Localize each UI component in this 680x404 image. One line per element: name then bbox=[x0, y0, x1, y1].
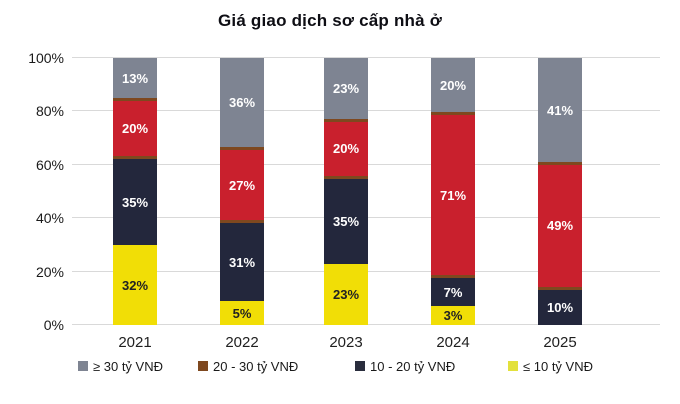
segment: 7% bbox=[431, 278, 475, 306]
y-tick-label: 20% bbox=[35, 263, 64, 280]
segment: 35% bbox=[324, 178, 368, 265]
y-tick-label: 80% bbox=[35, 103, 64, 120]
legend-label: ≥ 30 tỷ VNĐ bbox=[93, 358, 163, 374]
legend-marker-icon bbox=[78, 361, 88, 371]
segment-label: 13% bbox=[121, 70, 149, 86]
legend-marker-icon bbox=[198, 361, 208, 371]
segment-label: 41% bbox=[546, 102, 574, 118]
gridline bbox=[72, 57, 660, 58]
bar-2025: 10% 49% 41% bbox=[538, 58, 582, 325]
segment: 36% bbox=[220, 58, 264, 147]
segment-label: 36% bbox=[228, 95, 256, 110]
segment: 13% bbox=[113, 58, 157, 99]
x-axis-label: 2021 bbox=[118, 334, 152, 351]
y-tick-label: 100% bbox=[28, 50, 64, 66]
legend-item: 20 - 30 tỷ VNĐ bbox=[198, 358, 298, 374]
bar-2022: 5% 31% 27% 36% bbox=[220, 58, 264, 325]
segment-label: 23% bbox=[332, 287, 360, 303]
segment: 31% bbox=[220, 223, 264, 302]
segment-label: 23% bbox=[332, 80, 360, 96]
segment-label: 5% bbox=[232, 305, 252, 321]
segment: 41% bbox=[538, 58, 582, 163]
segment: 3% bbox=[431, 305, 475, 325]
segment: 20% bbox=[324, 118, 368, 179]
x-axis-label: 2025 bbox=[543, 334, 577, 351]
segment-label: 71% bbox=[439, 187, 467, 203]
segment-label: 20% bbox=[332, 141, 360, 157]
legend-marker-icon bbox=[355, 361, 365, 371]
segment: 20% bbox=[113, 98, 157, 159]
legend-label: 20 - 30 tỷ VNĐ bbox=[213, 358, 299, 374]
bar-2024: 3% 7% 71% 20% bbox=[431, 58, 475, 325]
x-axis-label: 2024 bbox=[436, 334, 470, 351]
segment-label: 32% bbox=[121, 277, 149, 293]
segment: 10% bbox=[538, 289, 582, 325]
segment-label: 35% bbox=[332, 214, 360, 230]
segment-label: 49% bbox=[546, 218, 574, 234]
y-tick-label: 40% bbox=[35, 210, 64, 227]
segment: 23% bbox=[324, 264, 368, 325]
segment-label: 7% bbox=[443, 284, 463, 300]
segment: 32% bbox=[113, 245, 157, 325]
x-axis-label: 2022 bbox=[225, 334, 259, 351]
segment-label: 27% bbox=[228, 177, 256, 193]
segment-label: 31% bbox=[228, 254, 256, 270]
segment: 49% bbox=[538, 162, 582, 290]
segment-label: 20% bbox=[439, 77, 467, 93]
segment-label: 20% bbox=[121, 121, 149, 137]
legend-item: ≥ 30 tỷ VNĐ bbox=[78, 358, 163, 374]
segment-label: 3% bbox=[443, 307, 463, 323]
y-tick-label: 60% bbox=[35, 156, 64, 173]
segment: 5% bbox=[220, 301, 264, 325]
chart-title: Giá giao dịch sơ cấp nhà ở bbox=[218, 11, 442, 30]
segment-label: 10% bbox=[546, 299, 574, 315]
segment: 20% bbox=[431, 58, 475, 113]
legend-item: ≤ 10 tỷ VNĐ bbox=[508, 358, 593, 374]
segment: 71% bbox=[431, 112, 475, 279]
legend-label: ≤ 10 tỷ VNĐ bbox=[523, 358, 593, 374]
bar-2021: 32% 35% 20% 13% bbox=[113, 58, 157, 325]
legend-label: 10 - 20 tỷ VNĐ bbox=[370, 358, 456, 374]
plot-area: 32% 35% 20% 13% 5% 31% 27% 36% 23% 35% 20% 23% 3% 7% 7… bbox=[72, 57, 660, 325]
legend-marker-icon bbox=[508, 361, 518, 371]
segment: 27% bbox=[220, 147, 264, 223]
bar-2023: 23% 35% 20% 23% bbox=[324, 58, 368, 325]
segment: 35% bbox=[113, 158, 157, 246]
x-axis-label: 2023 bbox=[329, 334, 363, 351]
segment: 23% bbox=[324, 58, 368, 119]
segment-label: 35% bbox=[121, 194, 149, 210]
y-tick-label: 0% bbox=[43, 317, 64, 333]
legend-item: 10 - 20 tỷ VNĐ bbox=[355, 358, 455, 374]
